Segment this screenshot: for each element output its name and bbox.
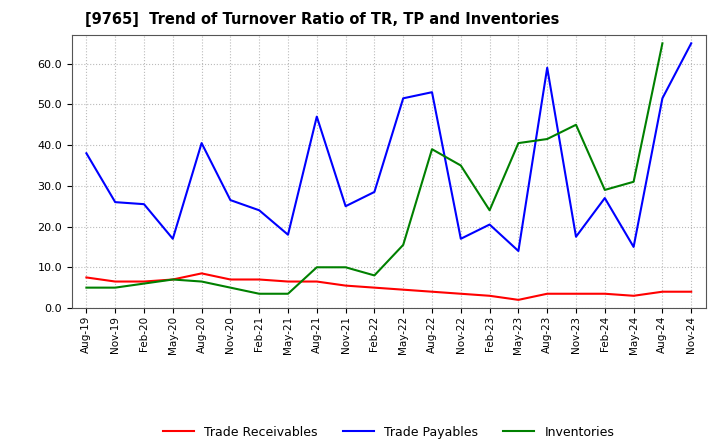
Trade Payables [629, 244, 638, 249]
Inventories [399, 242, 408, 248]
Trade Payables [111, 199, 120, 205]
Inventories [629, 179, 638, 184]
Trade Receivables [572, 291, 580, 297]
Inventories [140, 281, 148, 286]
Line: Trade Receivables: Trade Receivables [86, 273, 691, 300]
Inventories [514, 140, 523, 146]
Trade Receivables [168, 277, 177, 282]
Inventories [543, 136, 552, 142]
Trade Payables [312, 114, 321, 119]
Trade Receivables [629, 293, 638, 298]
Inventories [572, 122, 580, 128]
Trade Receivables [658, 289, 667, 294]
Trade Receivables [140, 279, 148, 284]
Trade Payables [600, 195, 609, 201]
Trade Payables [687, 41, 696, 46]
Trade Payables [226, 198, 235, 203]
Trade Payables [658, 95, 667, 101]
Trade Payables [168, 236, 177, 242]
Inventories [658, 41, 667, 46]
Trade Payables [543, 65, 552, 70]
Inventories [82, 285, 91, 290]
Line: Inventories: Inventories [86, 44, 662, 294]
Trade Receivables [284, 279, 292, 284]
Legend: Trade Receivables, Trade Payables, Inventories: Trade Receivables, Trade Payables, Inven… [158, 421, 619, 440]
Trade Payables [456, 236, 465, 242]
Trade Payables [284, 232, 292, 237]
Trade Receivables [341, 283, 350, 288]
Inventories [428, 147, 436, 152]
Trade Receivables [312, 279, 321, 284]
Inventories [111, 285, 120, 290]
Trade Payables [197, 140, 206, 146]
Inventories [341, 264, 350, 270]
Inventories [312, 264, 321, 270]
Trade Receivables [197, 271, 206, 276]
Inventories [255, 291, 264, 297]
Inventories [456, 163, 465, 168]
Trade Payables [82, 150, 91, 156]
Trade Receivables [456, 291, 465, 297]
Trade Payables [485, 222, 494, 227]
Trade Receivables [514, 297, 523, 302]
Inventories [370, 273, 379, 278]
Line: Trade Payables: Trade Payables [86, 44, 691, 251]
Trade Receivables [82, 275, 91, 280]
Trade Payables [341, 204, 350, 209]
Trade Receivables [370, 285, 379, 290]
Trade Payables [572, 234, 580, 239]
Trade Receivables [485, 293, 494, 298]
Inventories [168, 277, 177, 282]
Trade Payables [399, 95, 408, 101]
Inventories [284, 291, 292, 297]
Trade Receivables [226, 277, 235, 282]
Trade Receivables [399, 287, 408, 292]
Inventories [197, 279, 206, 284]
Trade Receivables [255, 277, 264, 282]
Trade Payables [514, 248, 523, 253]
Trade Payables [428, 90, 436, 95]
Trade Receivables [428, 289, 436, 294]
Inventories [600, 187, 609, 193]
Inventories [485, 208, 494, 213]
Trade Payables [140, 202, 148, 207]
Inventories [226, 285, 235, 290]
Trade Receivables [600, 291, 609, 297]
Trade Receivables [687, 289, 696, 294]
Trade Payables [255, 208, 264, 213]
Trade Receivables [111, 279, 120, 284]
Trade Payables [370, 189, 379, 194]
Trade Receivables [543, 291, 552, 297]
Text: [9765]  Trend of Turnover Ratio of TR, TP and Inventories: [9765] Trend of Turnover Ratio of TR, TP… [85, 12, 559, 27]
